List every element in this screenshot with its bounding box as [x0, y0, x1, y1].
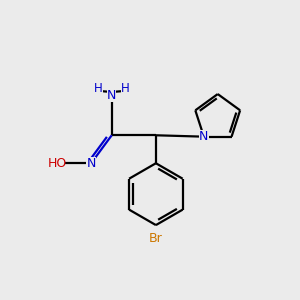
- Text: Br: Br: [149, 232, 163, 245]
- Text: N: N: [199, 130, 208, 143]
- Text: H: H: [121, 82, 129, 95]
- Text: H: H: [94, 82, 103, 95]
- Text: HO: HO: [48, 157, 67, 170]
- Text: N: N: [107, 89, 116, 102]
- Text: N: N: [86, 157, 96, 170]
